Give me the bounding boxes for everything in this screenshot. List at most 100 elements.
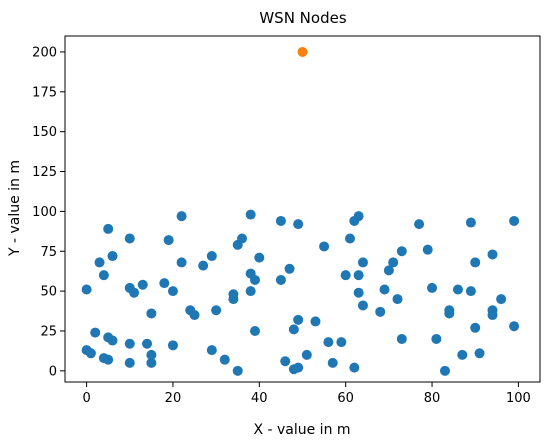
sensor-node-point bbox=[211, 305, 222, 316]
y-tick-label: 175 bbox=[32, 85, 57, 100]
y-tick-label: 200 bbox=[32, 45, 57, 60]
sensor-node-point bbox=[396, 333, 407, 344]
axis-ticks: 0 20 40 60 80 100 0 25 50 75 100 125 150 175 200 bbox=[32, 45, 531, 406]
sensor-node-point bbox=[163, 235, 174, 246]
sensor-node-point bbox=[422, 244, 433, 255]
sensor-node-point bbox=[103, 354, 114, 365]
sensor-node-point bbox=[254, 252, 265, 263]
y-axis-label: Y - value in m bbox=[7, 160, 23, 257]
sensor-node-point bbox=[474, 348, 485, 359]
sensor-node-point bbox=[124, 233, 135, 244]
sensor-node-point bbox=[129, 287, 140, 298]
sensor-node-point bbox=[176, 211, 187, 222]
sensor-node-point bbox=[167, 340, 178, 351]
sensor-node-point bbox=[457, 349, 468, 360]
sensor-node-point bbox=[198, 260, 209, 271]
chart-title: WSN Nodes bbox=[259, 9, 346, 27]
sensor-node-point bbox=[167, 286, 178, 297]
sensor-node-point bbox=[94, 257, 105, 268]
sensor-node-point bbox=[107, 251, 118, 262]
sensor-node-point bbox=[293, 362, 304, 373]
sensor-node-point bbox=[353, 270, 364, 281]
sensor-node-point bbox=[288, 324, 299, 335]
sensor-node-point bbox=[379, 284, 390, 295]
sensor-node-point bbox=[137, 279, 148, 290]
sensor-node-point bbox=[375, 306, 386, 317]
sensor-node-point bbox=[336, 337, 347, 348]
sensor-node-point bbox=[228, 294, 239, 305]
sensor-node-point bbox=[319, 241, 330, 252]
sensor-node-point bbox=[465, 217, 476, 228]
sensor-node-point bbox=[340, 270, 351, 281]
x-tick-label: 0 bbox=[82, 391, 90, 406]
sensor-node-point bbox=[232, 365, 243, 376]
sensor-node-point bbox=[85, 348, 96, 359]
sensor-node-point bbox=[237, 233, 248, 244]
sensor-node-point bbox=[124, 338, 135, 349]
sensor-node-point bbox=[176, 257, 187, 268]
x-tick-label: 60 bbox=[337, 391, 354, 406]
x-tick-label: 100 bbox=[506, 391, 531, 406]
y-tick-label: 0 bbox=[49, 364, 57, 379]
sensor-node-point bbox=[496, 294, 507, 305]
sensor-node-point bbox=[219, 354, 230, 365]
sensor-node-point bbox=[392, 294, 403, 305]
sensor-node-point bbox=[245, 209, 256, 220]
sensor-node-point bbox=[388, 257, 399, 268]
sensor-node-point bbox=[327, 357, 338, 368]
sensor-node-point bbox=[103, 223, 114, 234]
y-tick-label: 75 bbox=[40, 245, 57, 260]
sensor-node-point bbox=[383, 265, 394, 276]
x-tick-label: 20 bbox=[165, 391, 182, 406]
y-tick-label: 25 bbox=[40, 324, 57, 339]
data-points bbox=[81, 46, 520, 376]
sensor-node-point bbox=[206, 345, 217, 356]
sensor-node-point bbox=[250, 274, 260, 285]
y-tick-label: 50 bbox=[40, 285, 57, 300]
plot-frame bbox=[64, 35, 541, 383]
y-tick-label: 150 bbox=[32, 125, 57, 140]
sensor-node-point bbox=[250, 325, 260, 336]
sensor-node-point bbox=[146, 308, 157, 319]
sensor-node-point bbox=[98, 270, 109, 281]
sensor-node-point bbox=[275, 215, 286, 226]
sensor-node-point bbox=[349, 362, 360, 373]
sensor-node-point bbox=[470, 257, 481, 268]
sensor-node-point bbox=[146, 349, 157, 360]
sensor-node-point bbox=[323, 337, 334, 348]
sensor-node-point bbox=[206, 251, 217, 262]
sensor-node-point bbox=[427, 282, 438, 293]
sensor-node-point bbox=[245, 286, 256, 297]
sensor-node-point bbox=[142, 338, 153, 349]
sensor-node-point bbox=[81, 284, 92, 295]
x-tick-label: 80 bbox=[424, 391, 441, 406]
sensor-node-point bbox=[159, 278, 170, 289]
sensor-node-point bbox=[509, 215, 520, 226]
sensor-node-point bbox=[465, 286, 476, 297]
sensor-node-point bbox=[414, 219, 425, 230]
sensor-node-point bbox=[452, 284, 463, 295]
sensor-node-point bbox=[189, 310, 200, 321]
sensor-node-point bbox=[396, 246, 407, 257]
sensor-node-point bbox=[487, 249, 498, 260]
y-tick-label: 100 bbox=[32, 205, 57, 220]
sensor-node-point bbox=[146, 357, 157, 368]
sensor-node-point bbox=[470, 322, 481, 333]
sensor-node-point bbox=[509, 321, 520, 332]
sensor-node-point bbox=[293, 314, 304, 325]
sink-node-point bbox=[297, 46, 308, 57]
sensor-node-point bbox=[353, 287, 364, 298]
sensor-node-point bbox=[357, 300, 368, 311]
x-axis-label: X - value in m bbox=[253, 422, 350, 438]
sensor-node-point bbox=[431, 333, 442, 344]
sensor-node-point bbox=[107, 335, 118, 346]
sensor-node-point bbox=[124, 357, 135, 368]
sensor-node-point bbox=[284, 263, 295, 274]
x-tick-label: 40 bbox=[251, 391, 268, 406]
sensor-node-point bbox=[357, 257, 368, 268]
sensor-node-point bbox=[444, 308, 455, 319]
sensor-node-point bbox=[275, 274, 286, 285]
sensor-node-point bbox=[310, 316, 321, 327]
sensor-node-point bbox=[440, 365, 450, 376]
